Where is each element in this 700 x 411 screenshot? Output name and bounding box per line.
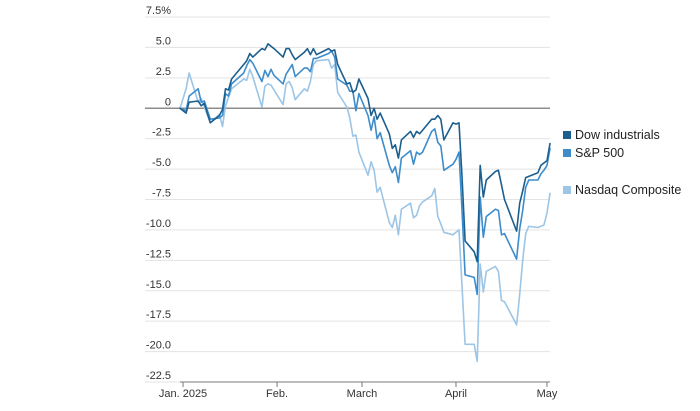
x-tick-label: Jan. 2025 <box>159 388 207 400</box>
y-tick-label: -5.0 <box>152 157 171 169</box>
legend-label-nasdaq: Nasdaq Composite <box>575 183 682 197</box>
y-tick-label: 0 <box>165 96 171 108</box>
y-tick-label: -7.5 <box>152 188 171 200</box>
y-tick-label: 2.5 <box>156 66 171 78</box>
y-tick-label: -20.0 <box>146 340 171 352</box>
legend-item-nasdaq: Nasdaq Composite <box>563 183 681 197</box>
nasdaq-composite-line <box>179 58 551 363</box>
y-tick-label: 5.0 <box>156 35 171 47</box>
legend-item-sp500: S&P 500 <box>563 146 624 160</box>
legend-swatch-dow <box>563 131 571 139</box>
legend-label-sp500: S&P 500 <box>575 146 625 160</box>
x-tick-label: March <box>347 388 378 400</box>
y-tick-label: -12.5 <box>146 248 171 260</box>
y-tick-label: -15.0 <box>146 279 171 291</box>
sp500-line <box>179 50 551 296</box>
y-tick-label: -10.0 <box>146 218 171 230</box>
y-tick-label: -2.5 <box>152 127 171 139</box>
x-tick-label: April <box>445 388 467 400</box>
y-tick-label: 7.5% <box>146 5 171 17</box>
x-tick-label: Feb. <box>266 388 288 400</box>
y-tick-label: -17.5 <box>146 309 171 321</box>
x-tick-label: May <box>537 388 558 400</box>
legend-swatch-sp500 <box>563 149 571 157</box>
dow-industrials-line <box>179 43 551 263</box>
legend-swatch-nasdaq <box>563 186 571 194</box>
legend-label-dow: Dow industrials <box>575 128 660 142</box>
legend-item-dow: Dow industrials <box>563 128 660 142</box>
y-tick-label: -22.5 <box>146 370 171 382</box>
